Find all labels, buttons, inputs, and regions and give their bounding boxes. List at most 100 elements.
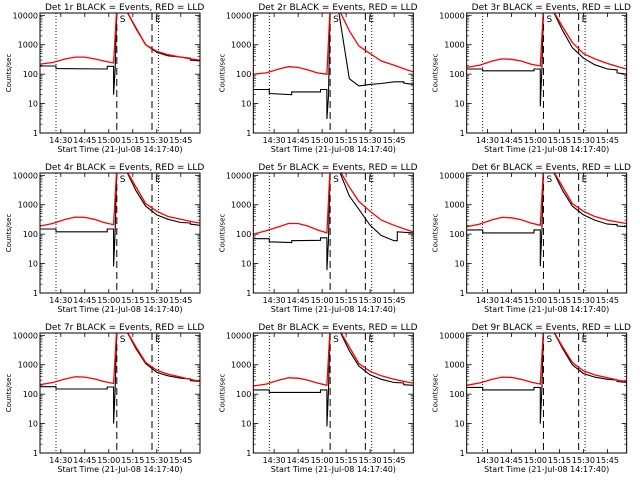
x-tick-label: 14:45 <box>500 456 523 465</box>
marker-label: E <box>155 175 161 185</box>
chart-panel: Det 8r BLACK = Events, RED = LLD Counts/s… <box>218 323 417 474</box>
y-tick-label: 1000 <box>444 361 464 370</box>
y-tick-label: 1 <box>33 129 38 138</box>
x-tick-label: 15:15 <box>335 136 358 145</box>
y-tick-label: 1 <box>460 449 465 458</box>
x-tick-label: 15:15 <box>121 136 144 145</box>
x-tick-label: 15:30 <box>572 296 595 305</box>
y-tick-label: 10 <box>241 420 251 429</box>
x-tick-label: 15:30 <box>145 136 168 145</box>
x-tick-label: 15:30 <box>145 456 168 465</box>
x-axis-label: Start Time (21-Jul-08 14:17:40) <box>484 145 609 154</box>
y-tick-label: 1000 <box>18 41 38 50</box>
y-tick-label: 10000 <box>13 171 38 180</box>
x-tick-label: 15:30 <box>572 456 595 465</box>
y-tick-label: 1000 <box>444 201 464 210</box>
x-tick-label: 14:30 <box>263 456 286 465</box>
series-line <box>466 173 627 267</box>
x-tick-label: 15:00 <box>97 456 120 465</box>
x-tick-label: 14:45 <box>73 296 96 305</box>
x-tick-label: 15:45 <box>383 456 406 465</box>
marker-label: S <box>546 175 552 185</box>
chart-panel: Det 7r BLACK = Events, RED = LLD Counts/s… <box>5 323 204 474</box>
x-tick-label: 15:45 <box>169 456 192 465</box>
y-tick-label: 10000 <box>439 331 464 340</box>
marker-label: E <box>582 335 588 345</box>
y-tick-label: 1000 <box>231 201 251 210</box>
x-tick-label: 15:00 <box>311 136 334 145</box>
x-tick-label: 15:00 <box>311 296 334 305</box>
x-axis-label: Start Time (21-Jul-08 14:17:40) <box>271 305 396 314</box>
y-tick-label: 1000 <box>18 201 38 210</box>
x-axis-label: Start Time (21-Jul-08 14:17:40) <box>484 305 609 314</box>
x-tick-label: 14:30 <box>476 456 499 465</box>
x-tick-label: 14:30 <box>263 136 286 145</box>
series-line <box>40 13 200 65</box>
x-axis-label: Start Time (21-Jul-08 14:17:40) <box>57 465 182 474</box>
x-tick-label: 15:45 <box>169 136 192 145</box>
series-line <box>40 333 200 424</box>
y-tick-label: 10 <box>241 260 251 269</box>
x-tick-label: 15:00 <box>524 296 547 305</box>
marker-label: E <box>155 15 161 25</box>
y-tick-label: 100 <box>236 390 251 399</box>
y-tick-label: 1 <box>460 129 465 138</box>
x-tick-label: 14:45 <box>287 136 310 145</box>
marker-label: S <box>120 175 126 185</box>
x-tick-label: 15:45 <box>169 296 192 305</box>
series-line <box>466 333 627 424</box>
chart-title: Det 7r BLACK = Events, RED = LLD <box>45 323 204 333</box>
marker-label: S <box>546 335 552 345</box>
x-tick-label: 14:30 <box>476 136 499 145</box>
y-tick-label: 10 <box>241 100 251 109</box>
x-tick-label: 15:45 <box>596 456 619 465</box>
y-axis-label: Counts/sec <box>5 214 13 253</box>
y-tick-label: 10000 <box>13 331 38 340</box>
y-axis-label: Counts/sec <box>432 214 440 253</box>
y-tick-label: 1000 <box>18 361 38 370</box>
series-line <box>466 13 627 107</box>
chart-title: Det 5r BLACK = Events, RED = LLD <box>258 163 417 173</box>
x-tick-label: 15:30 <box>359 136 382 145</box>
x-tick-label: 14:30 <box>476 296 499 305</box>
marker-label: S <box>333 175 339 185</box>
x-tick-label: 14:45 <box>287 456 310 465</box>
plot-frame <box>252 12 414 134</box>
chart-title: Det 6r BLACK = Events, RED = LLD <box>472 163 631 173</box>
x-tick-label: 15:00 <box>97 136 120 145</box>
x-tick-label: 15:30 <box>359 296 382 305</box>
y-tick-label: 10 <box>28 420 38 429</box>
series-line <box>253 333 414 427</box>
x-tick-label: 14:45 <box>73 136 96 145</box>
x-tick-label: 15:15 <box>548 296 571 305</box>
y-tick-label: 10 <box>454 100 464 109</box>
y-tick-label: 1000 <box>444 41 464 50</box>
chart-title: Det 2r BLACK = Events, RED = LLD <box>258 3 417 13</box>
x-tick-label: 15:30 <box>145 296 168 305</box>
x-tick-label: 15:15 <box>335 456 358 465</box>
x-tick-label: 14:45 <box>73 456 96 465</box>
chart-title: Det 8r BLACK = Events, RED = LLD <box>258 323 417 333</box>
series-line <box>253 13 414 75</box>
y-tick-label: 100 <box>23 390 38 399</box>
chart-panel: Det 3r BLACK = Events, RED = LLD Counts/s… <box>432 3 631 154</box>
x-axis-label: Start Time (21-Jul-08 14:17:40) <box>271 465 396 474</box>
plot-frame <box>39 332 201 454</box>
y-tick-label: 1000 <box>231 361 251 370</box>
x-tick-label: 15:45 <box>383 296 406 305</box>
marker-label: E <box>368 15 374 25</box>
marker-label: E <box>155 335 161 345</box>
chart-panel: Det 6r BLACK = Events, RED = LLD Counts/s… <box>432 163 631 314</box>
y-tick-label: 10000 <box>226 171 251 180</box>
y-tick-label: 1 <box>246 449 251 458</box>
x-tick-label: 14:30 <box>49 456 72 465</box>
x-tick-label: 14:30 <box>49 136 72 145</box>
y-axis-label: Counts/sec <box>218 214 226 253</box>
y-tick-label: 100 <box>236 230 251 239</box>
x-axis-label: Start Time (21-Jul-08 14:17:40) <box>484 465 609 474</box>
plot-frame <box>252 172 414 294</box>
y-tick-label: 10 <box>454 260 464 269</box>
y-tick-label: 100 <box>236 70 251 79</box>
x-tick-label: 14:45 <box>500 136 523 145</box>
marker-label: E <box>368 335 374 345</box>
